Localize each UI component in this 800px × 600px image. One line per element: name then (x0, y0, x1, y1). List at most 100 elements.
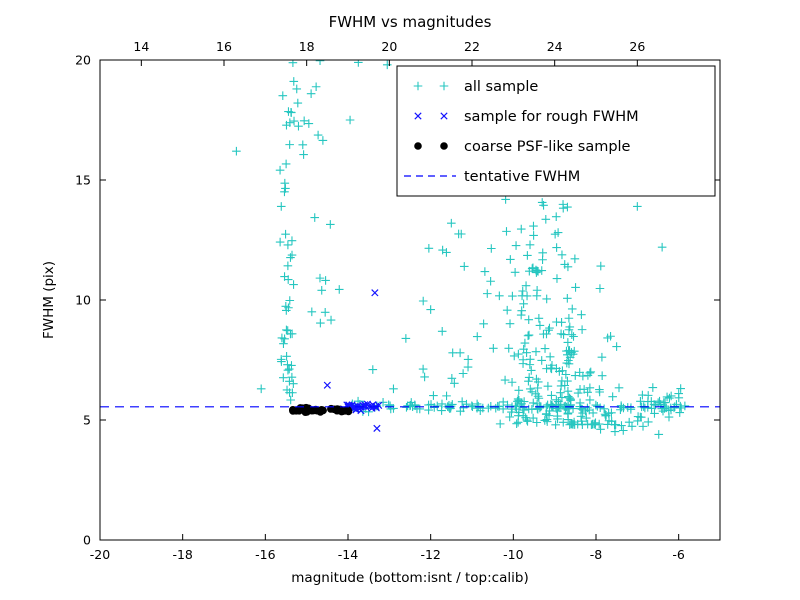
scatter-point (501, 195, 510, 204)
scatter-point (522, 348, 531, 357)
scatter-point (597, 352, 607, 362)
scatter-point (275, 165, 285, 175)
scatter-point (557, 318, 566, 327)
scatter-point (608, 392, 617, 402)
scatter-point (448, 348, 457, 358)
scatter-point (567, 304, 577, 314)
scatter-point (415, 404, 425, 414)
scatter-point (568, 404, 578, 413)
scatter-point (558, 366, 567, 375)
scatter-point (675, 408, 685, 417)
scatter-point (432, 401, 442, 411)
scatter-point (280, 178, 290, 188)
scatter-point (523, 251, 532, 260)
scatter-point (518, 355, 528, 365)
scatter-point (484, 403, 493, 413)
scatter-point (414, 112, 422, 120)
scatter-point (554, 397, 563, 406)
scatter-point (588, 420, 597, 429)
scatter-point (507, 407, 516, 417)
scatter-point (299, 116, 309, 126)
scatter-point (288, 60, 298, 67)
scatter-point (286, 329, 295, 339)
scatter-point (523, 417, 532, 426)
scatter-point (320, 308, 330, 317)
scatter-point (573, 388, 583, 398)
scatter-point (509, 351, 519, 361)
scatter-point (558, 203, 568, 213)
scatter-point (588, 408, 598, 418)
scatter-point (281, 159, 291, 169)
scatter-point (512, 419, 521, 428)
scatter-point (294, 121, 303, 131)
scatter-point (424, 244, 434, 253)
scatter-point (442, 391, 451, 401)
scatter-point (487, 244, 496, 253)
scatter-point (472, 332, 482, 341)
tick-label: 26 (629, 39, 645, 54)
scatter-point (279, 373, 288, 382)
scatter-point (544, 325, 553, 335)
scatter-point (514, 395, 524, 405)
scatter-point (498, 404, 508, 414)
scatter-point (541, 214, 551, 224)
tick-label: 18 (299, 39, 315, 54)
scatter-point (285, 140, 294, 149)
scatter-point (314, 406, 323, 415)
scatter-point (289, 280, 298, 289)
scatter-point (276, 355, 286, 364)
scatter-point (585, 383, 595, 393)
scatter-point (315, 273, 325, 283)
scatter-point (636, 397, 645, 406)
scatter-point (232, 146, 241, 156)
scatter-point (506, 255, 515, 264)
scatter-point (638, 422, 648, 431)
scatter-point (657, 242, 667, 252)
scatter-point (289, 77, 299, 86)
scatter-point (354, 60, 363, 67)
scatter-point (563, 202, 572, 212)
scatter-point (256, 384, 266, 394)
scatter-point (599, 404, 609, 414)
scatter-point (345, 115, 355, 125)
scatter-point (569, 332, 578, 341)
scatter-point (318, 136, 328, 145)
scatter-point (321, 276, 330, 285)
scatter-point (502, 305, 512, 315)
scatter-point (437, 326, 447, 336)
scatter-point (583, 403, 592, 413)
scatter-point (285, 388, 294, 397)
scatter-point (626, 403, 636, 412)
scatter-point (676, 401, 685, 411)
scatter-point (533, 383, 542, 393)
scatter-point (606, 331, 615, 341)
scatter-point (529, 231, 538, 240)
scatter-point (414, 142, 422, 150)
scatter-point (401, 334, 411, 343)
scatter-point (543, 381, 553, 391)
scatter-point (595, 284, 605, 293)
scatter-point (418, 364, 428, 374)
scatter-point (525, 240, 535, 250)
tick-label: -18 (172, 547, 192, 562)
scatter-point (539, 201, 548, 210)
scatter-point (576, 404, 586, 413)
tick-label: 15 (75, 173, 91, 188)
tick-label: -16 (255, 547, 275, 562)
scatter-point (537, 356, 547, 365)
scatter-point (552, 243, 561, 252)
scatter-point (524, 373, 534, 382)
scatter-point (578, 408, 587, 418)
scatter-point (547, 391, 556, 400)
scatter-point (520, 338, 530, 348)
scatter-point (612, 342, 621, 351)
tick-label: 14 (133, 39, 149, 54)
scatter-point (563, 386, 573, 396)
scatter-point (511, 401, 521, 411)
scatter-point (545, 352, 555, 362)
scatter-point (551, 212, 561, 222)
scatter-point (565, 393, 574, 403)
chart-title: FWHM vs magnitudes (329, 13, 492, 31)
scatter-point (654, 430, 664, 439)
scatter-point (538, 255, 547, 265)
